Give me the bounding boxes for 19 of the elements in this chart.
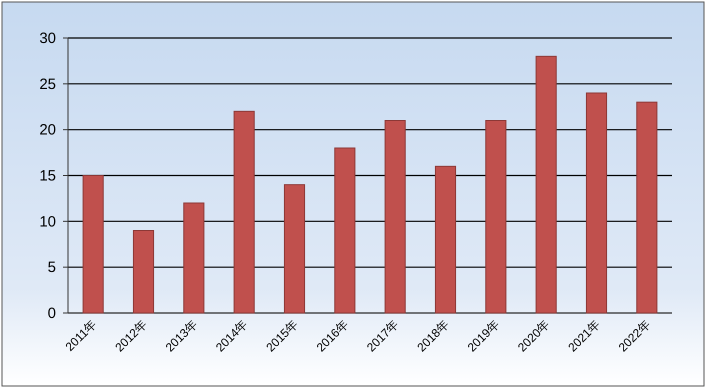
y-tick-label: 25 — [39, 76, 56, 93]
y-tick-label: 5 — [48, 259, 56, 276]
bar — [82, 175, 104, 314]
bar — [434, 166, 456, 314]
y-tick-label: 20 — [39, 122, 56, 139]
bar — [132, 230, 154, 314]
y-tick-label: 30 — [39, 30, 56, 47]
bar — [384, 120, 406, 314]
bar — [183, 202, 204, 314]
bar — [536, 56, 557, 314]
y-tick-label: 10 — [39, 213, 56, 230]
y-tick-label: 15 — [39, 168, 56, 184]
bar — [334, 148, 356, 314]
y-tick-label: 0 — [48, 305, 56, 322]
bar — [636, 102, 658, 314]
bar — [234, 110, 255, 314]
bar — [485, 120, 506, 314]
bar — [284, 184, 306, 314]
bar — [586, 92, 608, 314]
